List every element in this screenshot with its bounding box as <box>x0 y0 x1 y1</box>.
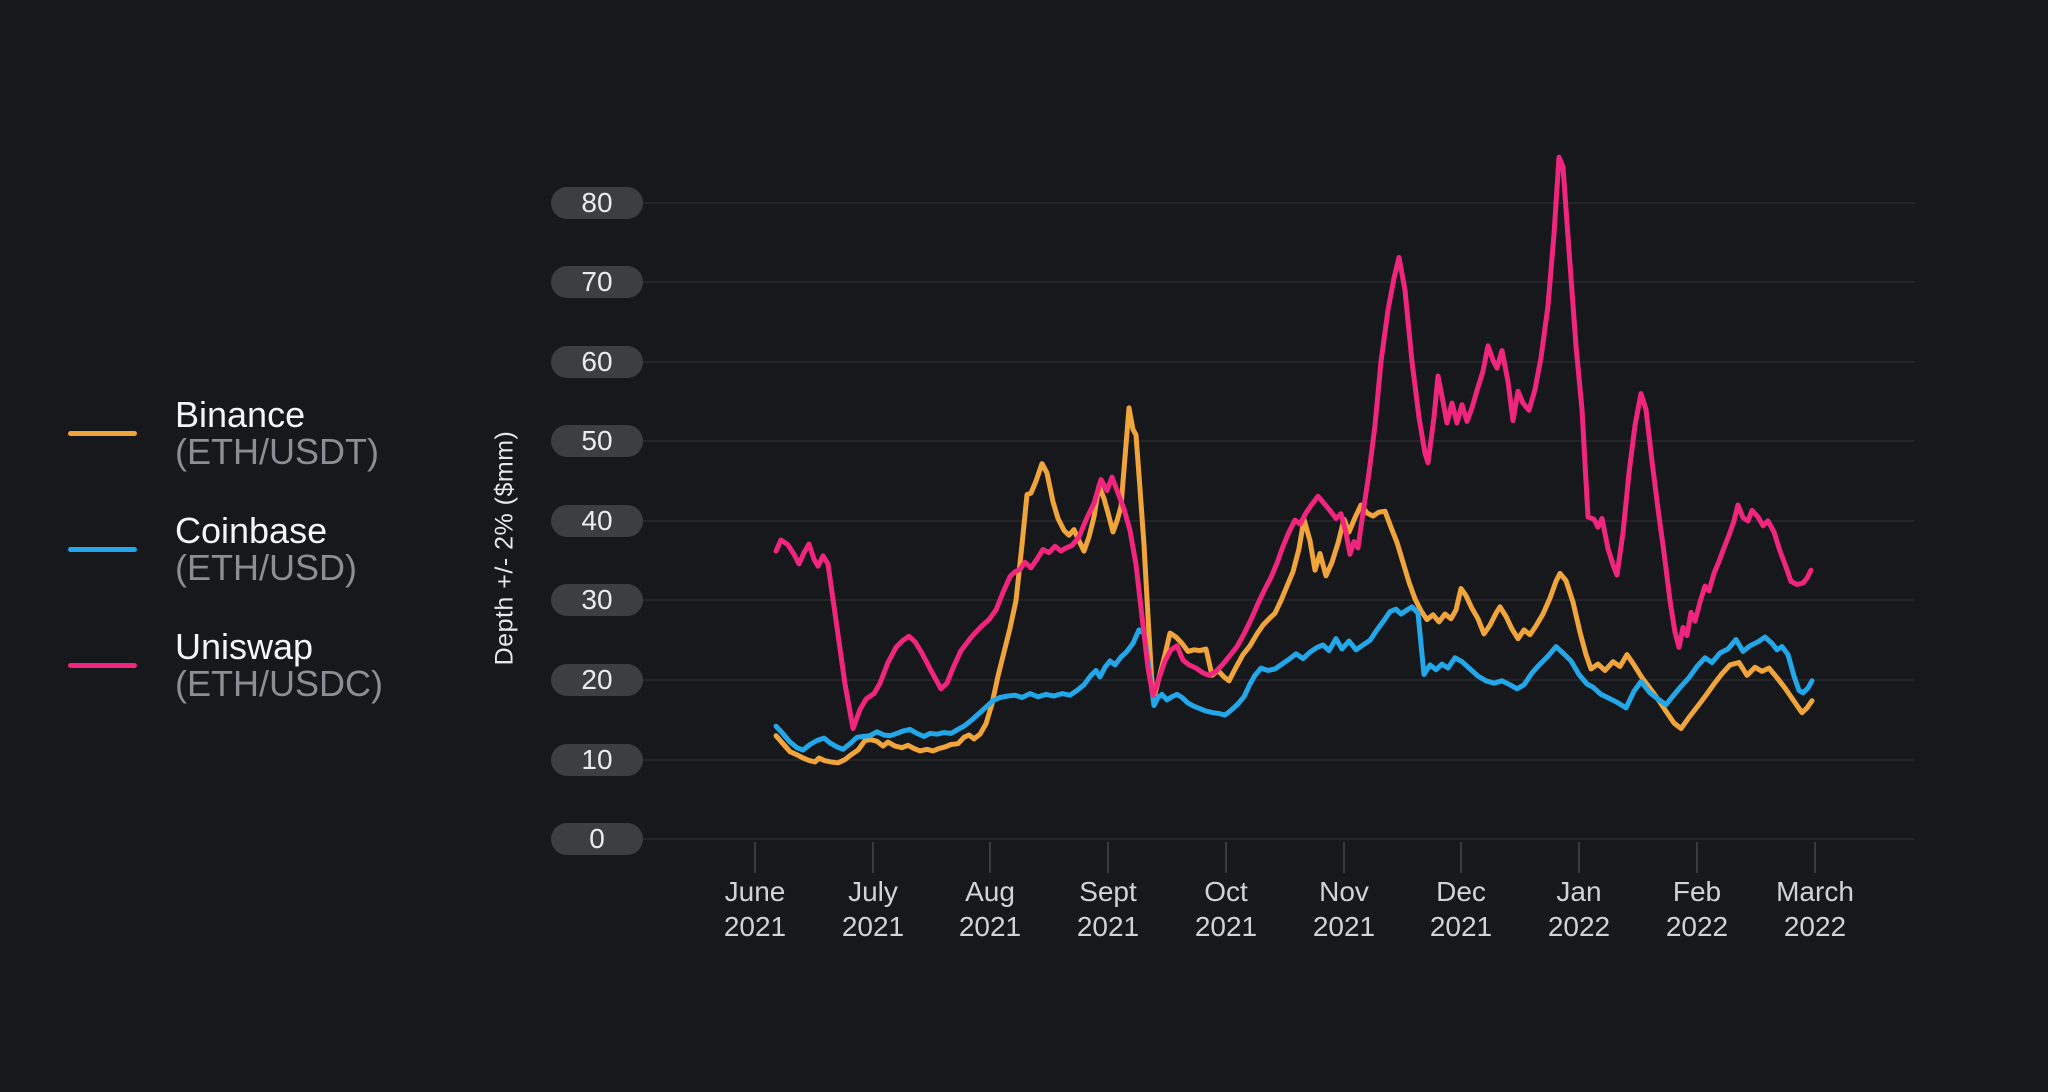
gridline-40 <box>643 519 1915 522</box>
legend-subtitle: (ETH/USD) <box>175 547 357 588</box>
gridline-60 <box>643 360 1915 363</box>
x-tick-mark-aug <box>989 842 991 873</box>
x-tick-mark-feb <box>1696 842 1698 873</box>
y-tick-pill-80: 80 <box>551 186 643 219</box>
y-tick-pill-10: 10 <box>551 743 643 776</box>
x-tick-mark-june <box>754 842 756 873</box>
gridline-50 <box>643 440 1915 443</box>
x-tick-label-jan: Jan 2022 <box>1547 876 1611 942</box>
legend-title: Coinbase <box>175 510 328 551</box>
chart-legend: Binance (ETH/USDT) Coinbase (ETH/USD) Uniswa… <box>68 396 383 702</box>
series-line-binance <box>773 405 1815 766</box>
series-line-uniswap <box>773 154 1814 732</box>
x-tick-mark-oct <box>1225 842 1227 873</box>
legend-title: Binance <box>175 394 306 435</box>
x-tick-mark-jan <box>1578 842 1580 873</box>
legend-swatch-binance <box>68 430 137 436</box>
gridline-80 <box>643 201 1915 204</box>
x-tick-mark-march <box>1814 842 1816 873</box>
y-tick-pill-30: 30 <box>551 584 643 617</box>
legend-swatch-coinbase <box>68 546 137 552</box>
x-tick-label-feb: Feb 2022 <box>1665 876 1729 942</box>
x-tick-mark-dec <box>1460 842 1462 873</box>
legend-subtitle: (ETH/USDT) <box>175 431 379 472</box>
x-tick-label-sept: Sept 2021 <box>1076 876 1140 942</box>
legend-title: Uniswap <box>175 626 314 667</box>
legend-item-uniswap: Uniswap (ETH/USDC) <box>68 628 383 702</box>
legend-item-binance: Binance (ETH/USDT) <box>68 396 383 470</box>
gridline-70 <box>643 281 1915 284</box>
x-tick-label-march: March 2022 <box>1776 876 1854 942</box>
legend-item-coinbase: Coinbase (ETH/USD) <box>68 512 383 586</box>
gridline-20 <box>643 679 1915 682</box>
y-tick-pill-20: 20 <box>551 664 643 697</box>
y-tick-pill-60: 60 <box>551 345 643 378</box>
x-tick-mark-july <box>872 842 874 873</box>
x-tick-label-dec: Dec 2021 <box>1429 876 1493 942</box>
legend-swatch-uniswap <box>68 662 137 668</box>
x-tick-mark-nov <box>1343 842 1345 873</box>
y-tick-pill-40: 40 <box>551 504 643 537</box>
x-tick-label-july: July 2021 <box>841 876 905 942</box>
y-tick-pill-0: 0 <box>551 823 643 856</box>
legend-subtitle: (ETH/USDC) <box>175 663 383 704</box>
x-tick-mark-sept <box>1107 842 1109 873</box>
x-tick-label-nov: Nov 2021 <box>1312 876 1376 942</box>
y-tick-pill-70: 70 <box>551 266 643 299</box>
x-tick-label-june: June 2021 <box>723 876 787 942</box>
gridline-0 <box>643 838 1915 841</box>
y-tick-pill-50: 50 <box>551 425 643 458</box>
series-line-coinbase <box>773 604 1815 753</box>
x-tick-label-oct: Oct 2021 <box>1194 876 1258 942</box>
x-tick-label-aug: Aug 2021 <box>958 876 1022 942</box>
gridline-10 <box>643 758 1915 761</box>
